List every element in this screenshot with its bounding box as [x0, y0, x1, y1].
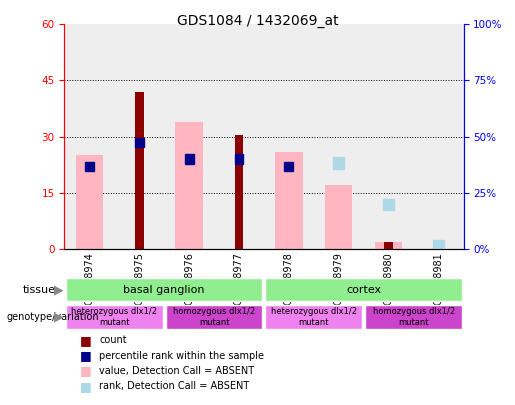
Bar: [234, 154, 244, 164]
Text: ■: ■: [80, 380, 92, 393]
Bar: [176, 122, 203, 249]
Text: GDS1084 / 1432069_at: GDS1084 / 1432069_at: [177, 14, 338, 28]
Bar: [135, 138, 144, 147]
Bar: [364, 24, 414, 249]
Bar: [375, 241, 402, 249]
Bar: [284, 162, 294, 171]
Text: ■: ■: [80, 334, 92, 347]
Text: ▶: ▶: [55, 310, 64, 324]
Text: homozygous dlx1/2
mutant: homozygous dlx1/2 mutant: [173, 307, 255, 326]
Text: genotype/variation: genotype/variation: [6, 312, 99, 322]
Bar: [135, 92, 144, 249]
Bar: [333, 157, 344, 168]
Text: value, Detection Call = ABSENT: value, Detection Call = ABSENT: [99, 366, 254, 376]
Bar: [164, 24, 214, 249]
Text: percentile rank within the sample: percentile rank within the sample: [99, 351, 264, 360]
Bar: [214, 24, 264, 249]
Text: homozygous dlx1/2
mutant: homozygous dlx1/2 mutant: [372, 307, 455, 326]
Text: ■: ■: [80, 349, 92, 362]
Bar: [85, 162, 94, 171]
Bar: [184, 154, 194, 164]
Text: heterozygous dlx1/2
mutant: heterozygous dlx1/2 mutant: [71, 307, 157, 326]
Bar: [275, 151, 303, 249]
Bar: [114, 24, 164, 249]
Bar: [76, 156, 103, 249]
Bar: [325, 185, 352, 249]
Bar: [384, 241, 393, 249]
Text: count: count: [99, 335, 127, 345]
Text: heterozygous dlx1/2
mutant: heterozygous dlx1/2 mutant: [271, 307, 357, 326]
Bar: [383, 198, 394, 210]
Text: tissue: tissue: [23, 285, 56, 294]
Bar: [414, 24, 464, 249]
Text: basal ganglion: basal ganglion: [124, 285, 205, 294]
Text: cortex: cortex: [346, 285, 381, 294]
Bar: [234, 135, 244, 249]
Text: rank, Detection Call = ABSENT: rank, Detection Call = ABSENT: [99, 382, 250, 391]
Bar: [314, 24, 364, 249]
Bar: [64, 24, 114, 249]
Text: ▶: ▶: [55, 283, 64, 296]
Bar: [433, 240, 444, 251]
Text: ■: ■: [80, 364, 92, 377]
Bar: [264, 24, 314, 249]
